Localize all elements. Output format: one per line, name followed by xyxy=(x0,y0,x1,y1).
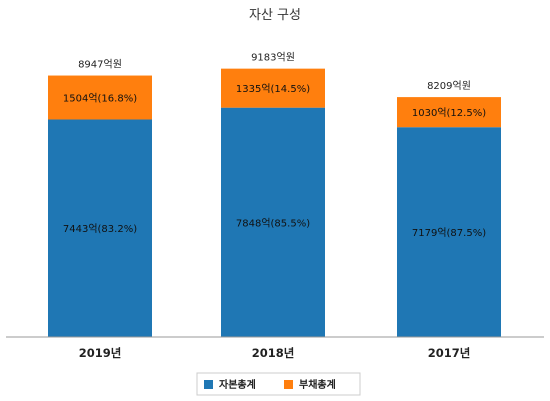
bar-liabilities-1 xyxy=(48,75,152,120)
chart-title: 자산 구성 xyxy=(249,8,301,23)
bar-liabilities-2 xyxy=(221,68,325,108)
x-axis-ticks: 2019년 2018년 2017년 xyxy=(79,346,471,360)
data-label-equity-2: 7848억(85.5%) xyxy=(236,217,310,229)
legend-label-equity: 자본총계 xyxy=(219,378,256,391)
legend-label-liabilities: 부채총계 xyxy=(299,378,336,391)
bar-liabilities-3 xyxy=(397,97,501,128)
x-tick-label-1: 2019년 xyxy=(79,346,122,360)
data-label-liabilities-2: 1335억(14.5%) xyxy=(236,83,310,95)
bar-equity-1 xyxy=(48,119,152,338)
data-label-liabilities-1: 1504억(16.8%) xyxy=(63,93,137,105)
x-tick-label-3: 2017년 xyxy=(428,346,471,360)
data-label-liabilities-3: 1030억(12.5%) xyxy=(412,107,486,119)
legend-box xyxy=(196,372,361,396)
bar-equity-3 xyxy=(397,127,501,337)
total-label-1: 8947억원 xyxy=(78,59,122,71)
total-label-3: 8209억원 xyxy=(427,80,471,92)
plot-area: 7443억(83.2%) 1504억(16.8%) 8947억원 7848억(85.5… xyxy=(48,52,501,338)
data-label-equity-1: 7443억(83.2%) xyxy=(63,223,137,235)
total-label-2: 9183억원 xyxy=(251,52,295,64)
data-label-equity-3: 7179억(87.5%) xyxy=(412,227,486,239)
legend-swatch-liabilities xyxy=(284,380,293,389)
legend-swatch-equity xyxy=(204,380,213,389)
bar-equity-2 xyxy=(221,107,325,337)
legend: 자본총계 부채총계 xyxy=(196,372,361,396)
x-tick-label-2: 2018년 xyxy=(252,346,295,360)
